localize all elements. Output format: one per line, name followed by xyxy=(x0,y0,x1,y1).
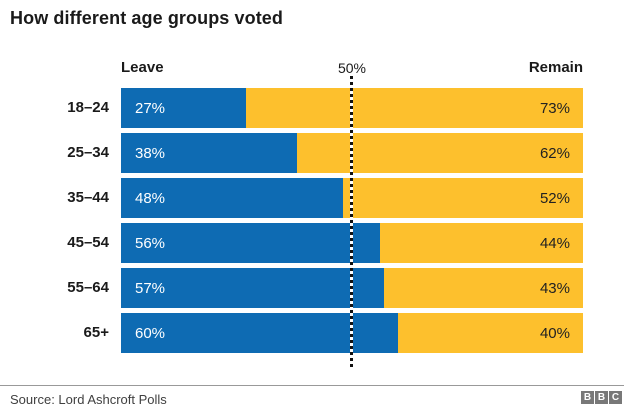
age-group-label: 65+ xyxy=(83,324,109,341)
leave-bar-segment: 60% xyxy=(121,313,399,353)
leave-bar-segment: 48% xyxy=(121,178,343,218)
remain-bar-segment: 40% xyxy=(398,313,583,353)
stacked-bar: 27% 73% xyxy=(121,88,583,128)
source-attribution: Source: Lord Ashcroft Polls xyxy=(10,392,167,407)
leave-bar-segment: 27% xyxy=(121,88,246,128)
age-group-label: 55–64 xyxy=(67,279,109,296)
remain-bar-segment: 62% xyxy=(296,133,583,173)
bar-row: 65+ 60% 40% xyxy=(0,313,624,353)
bar-row: 35–44 48% 52% xyxy=(0,178,624,218)
stacked-bar: 57% 43% xyxy=(121,268,583,308)
bbc-logo-block: B xyxy=(595,391,608,404)
leave-value-label: 56% xyxy=(135,234,166,252)
age-group-label: 45–54 xyxy=(67,234,109,251)
remain-value-label: 62% xyxy=(539,144,570,162)
fifty-percent-label: 50% xyxy=(337,60,367,76)
footer-divider xyxy=(0,385,624,386)
bar-row: 25–34 38% 62% xyxy=(0,133,624,173)
stacked-bar: 38% 62% xyxy=(121,133,583,173)
remain-value-label: 40% xyxy=(539,324,570,342)
age-group-label: 25–34 xyxy=(67,144,109,161)
leave-bar-segment: 57% xyxy=(121,268,385,308)
bar-row: 45–54 56% 44% xyxy=(0,223,624,263)
leave-value-label: 38% xyxy=(135,144,166,162)
stacked-bar: 48% 52% xyxy=(121,178,583,218)
bar-chart: 18–24 27% 73% 25–34 38% 62% 35–44 48% 52% 45–54 56… xyxy=(0,88,624,353)
remain-value-label: 52% xyxy=(539,189,570,207)
bbc-logo-block: C xyxy=(609,391,622,404)
leave-value-label: 48% xyxy=(135,189,166,207)
fifty-percent-reference-line xyxy=(350,76,353,367)
remain-value-label: 73% xyxy=(539,99,570,117)
page-title: How different age groups voted xyxy=(10,8,284,28)
age-group-label: 35–44 xyxy=(67,189,109,206)
remain-bar-segment: 44% xyxy=(379,223,583,263)
bbc-logo-block: B xyxy=(581,391,594,404)
leave-value-label: 27% xyxy=(135,99,166,117)
bar-row: 55–64 57% 43% xyxy=(0,268,624,308)
leave-value-label: 60% xyxy=(135,324,166,342)
leave-bar-segment: 38% xyxy=(121,133,297,173)
stacked-bar: 56% 44% xyxy=(121,223,583,263)
remain-column-header: Remain xyxy=(528,59,583,76)
remain-bar-segment: 73% xyxy=(245,88,583,128)
age-group-label: 18–24 xyxy=(67,99,109,116)
remain-bar-segment: 52% xyxy=(342,178,583,218)
leave-value-label: 57% xyxy=(135,279,166,297)
leave-column-header: Leave xyxy=(121,59,164,76)
bar-row: 18–24 27% 73% xyxy=(0,88,624,128)
remain-bar-segment: 43% xyxy=(384,268,583,308)
remain-value-label: 44% xyxy=(539,234,570,252)
remain-value-label: 43% xyxy=(539,279,570,297)
leave-bar-segment: 56% xyxy=(121,223,380,263)
